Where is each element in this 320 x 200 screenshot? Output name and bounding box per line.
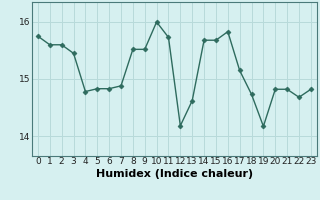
X-axis label: Humidex (Indice chaleur): Humidex (Indice chaleur) — [96, 169, 253, 179]
